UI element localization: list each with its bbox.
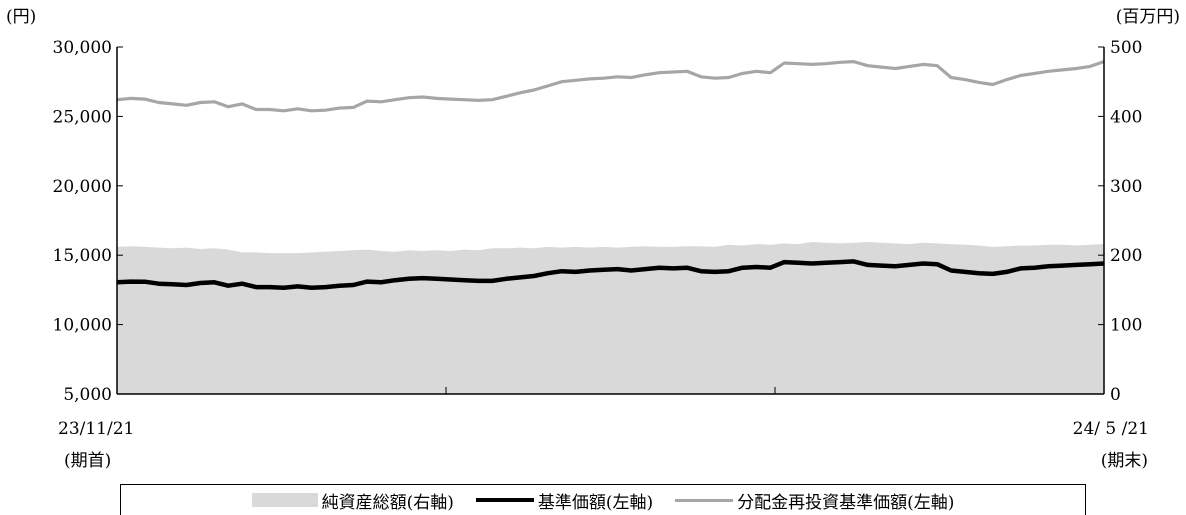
x-end-label: (期末) — [1101, 451, 1148, 471]
left-tick-label: 10,000 — [53, 316, 112, 336]
legend-item-net-assets: 純資産総額(右軸) — [251, 488, 454, 513]
net-assets-swatch — [251, 493, 318, 507]
left-tick-label: 30,000 — [53, 38, 112, 58]
legend-label-nav: 基準価額(左軸) — [537, 492, 654, 513]
x-end-date: 24/ 5 /21 — [1073, 419, 1149, 439]
left-tick-label: 15,000 — [53, 246, 112, 266]
left-tick-label: 5,000 — [63, 385, 112, 405]
legend-item-reinvest-nav: 分配金再投資基準価額(左軸) — [675, 488, 954, 513]
series-reinvest-nav-line — [116, 59, 1105, 113]
legend-label-net-assets: 純資産総額(右軸) — [321, 492, 454, 513]
fund-performance-chart: 30,000 25,000 20,000 15,000 10,000 5,000 500 40… — [6, 7, 1180, 471]
series-net-assets-area — [117, 242, 1104, 394]
legend-label-reinvest-nav: 分配金再投資基準価額(左軸) — [737, 492, 955, 513]
right-tick-label: 500 — [1110, 38, 1142, 58]
x-start-label: (期首) — [64, 451, 111, 471]
reinvest-nav-swatch — [675, 498, 734, 502]
axes: 30,000 25,000 20,000 15,000 10,000 5,000 500 40… — [53, 38, 1143, 405]
legend-item-nav: 基準価額(左軸) — [475, 488, 654, 513]
x-start-date: 23/11/21 — [58, 419, 134, 439]
right-tick-label: 400 — [1110, 107, 1142, 127]
right-tick-label: 100 — [1110, 316, 1142, 336]
left-tick-label: 25,000 — [53, 107, 112, 127]
plot-area — [116, 59, 1105, 394]
nav-swatch — [475, 498, 534, 502]
right-axis-unit: (百万円) — [1116, 7, 1180, 27]
chart-legend: 純資産総額(右軸) 基準価額(左軸) 分配金再投資基準価額(左軸) — [120, 484, 1086, 515]
right-tick-label: 200 — [1110, 246, 1142, 266]
left-tick-label: 20,000 — [53, 177, 112, 197]
series-nav-line — [116, 259, 1105, 291]
left-axis-unit: (円) — [6, 7, 36, 27]
right-tick-label: 300 — [1110, 177, 1142, 197]
right-tick-label: 0 — [1110, 385, 1121, 405]
